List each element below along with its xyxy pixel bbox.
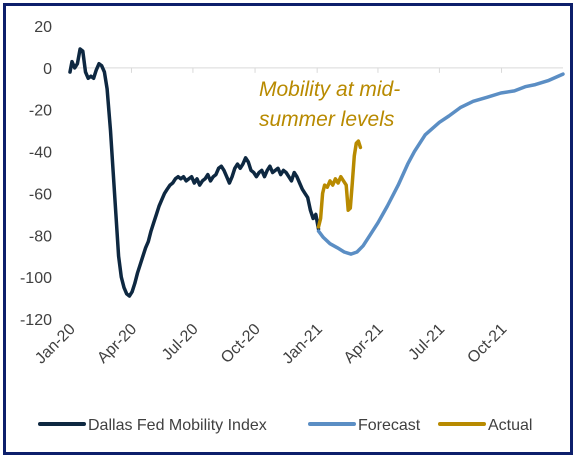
chart-frame [3, 3, 573, 455]
y-tick-label: 0 [43, 61, 52, 78]
y-tick-label: -40 [29, 145, 52, 162]
y-tick-label: -60 [29, 186, 52, 203]
annotation-line-2: summer levels [259, 108, 395, 131]
legend-label: Dallas Fed Mobility Index [88, 417, 267, 434]
y-tick-label: -120 [20, 312, 52, 329]
x-tick-label: Oct-21 [464, 321, 510, 367]
annotation-line-1: Mobility at mid- [259, 78, 400, 101]
legend: Dallas Fed Mobility Index Forecast Actual [38, 417, 532, 434]
y-tick-label: -80 [29, 228, 52, 245]
x-tick-label: Jan-21 [279, 321, 326, 368]
y-tick-label: -20 [29, 103, 52, 120]
x-tick-label: Jul-21 [405, 321, 448, 364]
x-tick-label: Apr-21 [341, 321, 387, 367]
legend-label: Forecast [358, 417, 421, 434]
y-tick-label: -100 [20, 270, 52, 287]
series-line-actual [316, 139, 363, 229]
legend-label: Actual [488, 417, 532, 434]
series-line-forecast [316, 72, 565, 256]
x-tick-label: Apr-20 [94, 321, 140, 367]
series-group [68, 47, 565, 298]
y-tick-label: 20 [34, 19, 52, 36]
y-axis: 20 0 -20 -40 -60 -80 -100 -120 [20, 19, 52, 329]
series-line-dallas-fed-mobility-index [68, 47, 321, 298]
x-tick-label: Oct-20 [218, 321, 264, 367]
x-tick-label: Jul-20 [159, 321, 202, 364]
